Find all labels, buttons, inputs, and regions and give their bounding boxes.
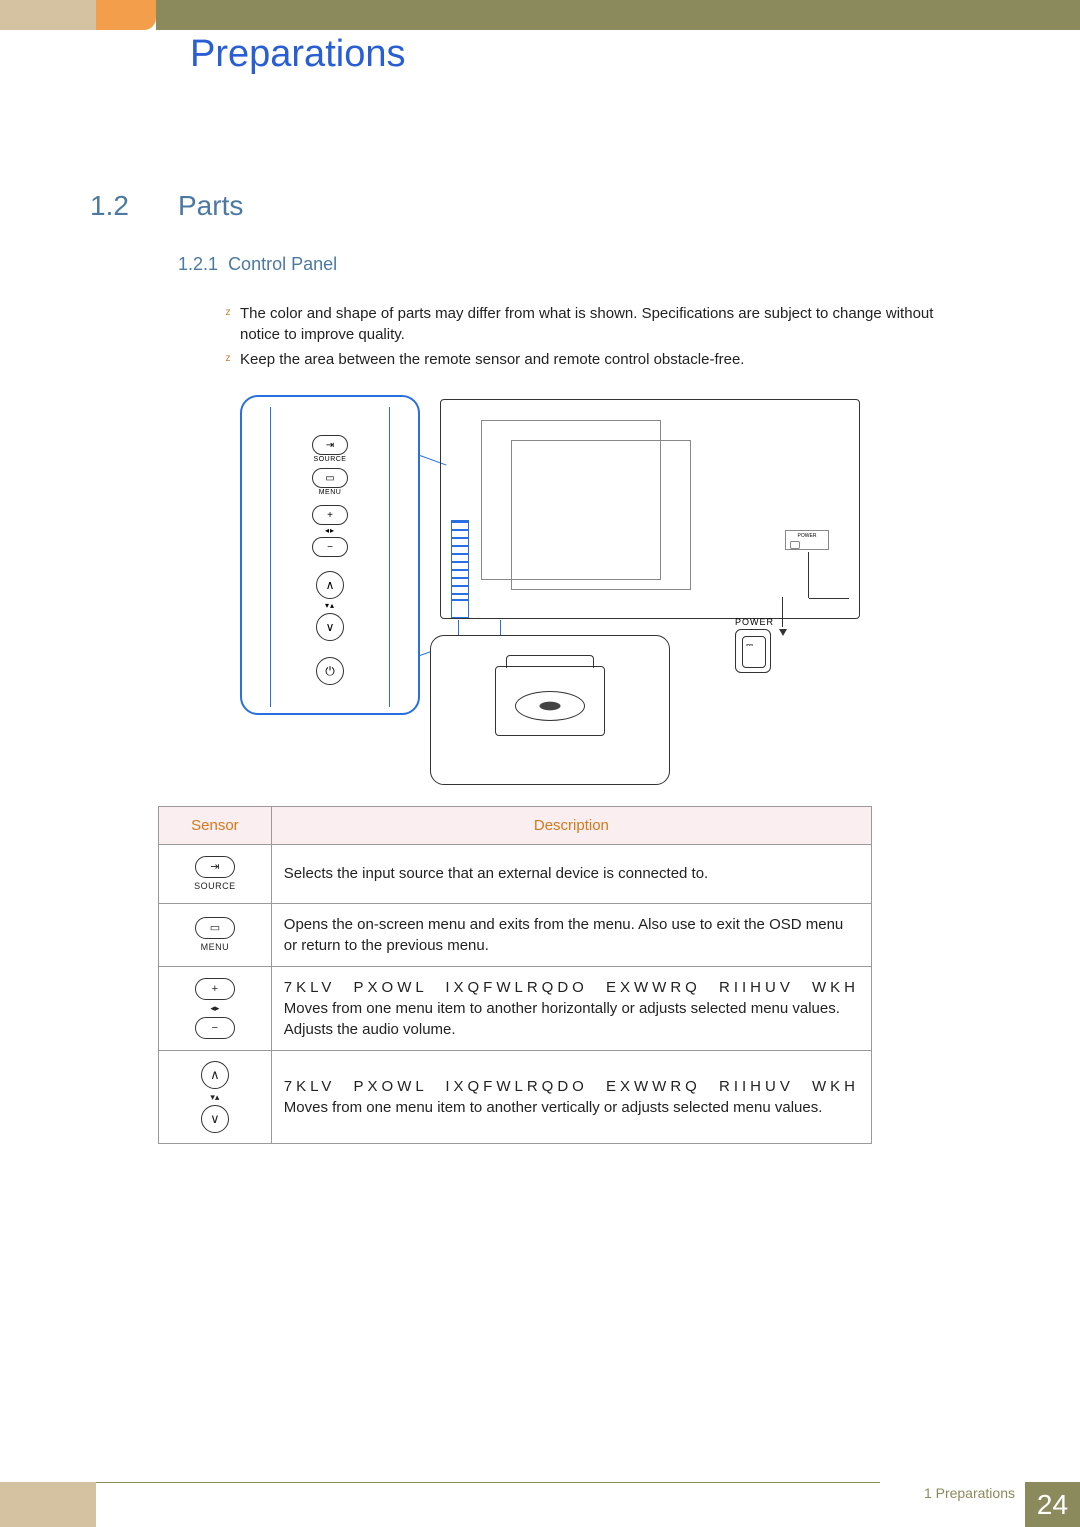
table-row: ∧ ▾▴ ∨ 7KLV PXOWL IXQFWLRQDO EXWWRQ RIIH… (159, 1050, 872, 1144)
arrow-shaft (782, 597, 783, 627)
subsection-title: Control Panel (228, 254, 337, 274)
plus-button-icon: + (312, 505, 348, 525)
source-label: SOURCE (314, 456, 347, 463)
menu-button-icon: ▭ (195, 917, 235, 939)
plus-button-icon: + (195, 978, 235, 1000)
table-row: ▭ MENU Opens the on-screen menu and exit… (159, 903, 872, 966)
arrow-shaft (809, 598, 849, 599)
device-connector-strip (451, 520, 469, 600)
col-sensor: Sensor (159, 807, 272, 845)
up-button-icon: ∧ (201, 1061, 229, 1089)
source-label: SOURCE (171, 880, 259, 893)
sensor-cell: ▭ MENU (159, 903, 272, 966)
menu-label: MENU (171, 941, 259, 954)
control-panel-diagram: ⇥ SOURCE ▭ MENU + ◂▸ − ∧ ▾▴ ∨ ⏻ POWER (240, 395, 870, 790)
device-rear-view: POWER (440, 399, 860, 619)
minus-button-icon: − (312, 537, 348, 557)
arrow-shaft (808, 552, 809, 598)
power-plug-callout: POWER (735, 617, 774, 673)
desc-cell: 7KLV PXOWL IXQFWLRQDO EXWWRQ RIIHUV WKH … (271, 966, 871, 1050)
top-bar (156, 0, 1080, 30)
garbled-text: 7KLV PXOWL IXQFWLRQDO EXWWRQ RIIHUV WKH (284, 977, 859, 998)
footer-tan-block (0, 1482, 96, 1527)
note-text-2: Keep the area between the remote sensor … (240, 349, 970, 370)
garbled-text: 7KLV PXOWL IXQFWLRQDO EXWWRQ RIIHUV WKH (284, 1076, 859, 1097)
subsection-number: 1.2.1 (178, 254, 218, 274)
desc-cell: Opens the on-screen menu and exits from … (271, 903, 871, 966)
col-description: Description (271, 807, 871, 845)
menu-label: MENU (319, 489, 342, 496)
menu-button-icon: ▭ (312, 468, 348, 488)
power-plug-icon (735, 629, 771, 673)
button-panel-inner: ⇥ SOURCE ▭ MENU + ◂▸ − ∧ ▾▴ ∨ ⏻ (270, 407, 390, 707)
page-footer: 1 Preparations 24 (0, 1482, 1080, 1527)
table-row: + ◂▸ − 7KLV PXOWL IXQFWLRQDO EXWWRQ RIIH… (159, 966, 872, 1050)
section-title: Parts (178, 190, 243, 222)
up-button-icon: ∧ (316, 571, 344, 599)
chapter-tab (96, 0, 156, 30)
desc-text: Moves from one menu item to another hori… (284, 998, 859, 1040)
lr-arrows-icon: ◂▸ (325, 526, 335, 535)
remote-sensor-callout (430, 635, 670, 785)
note-text-1: The color and shape of parts may differ … (240, 303, 970, 345)
subsection: 1.2.1 Control Panel (178, 254, 337, 275)
sensor-cell: ∧ ▾▴ ∨ (159, 1050, 272, 1144)
margin-tan-block (0, 0, 96, 30)
table-row: ⇥ SOURCE Selects the input source that a… (159, 845, 872, 904)
section-number: 1.2 (90, 190, 129, 222)
sensor-cell: + ◂▸ − (159, 966, 272, 1050)
desc-cell: 7KLV PXOWL IXQFWLRQDO EXWWRQ RIIHUV WKH … (271, 1050, 871, 1144)
power-button-icon: ⏻ (316, 657, 344, 685)
power-label: POWER (735, 617, 774, 627)
note-bullet-icon: z (222, 353, 234, 365)
footer-chapter-ref: 1 Preparations (924, 1485, 1015, 1501)
device-power-port: POWER (785, 530, 829, 550)
page: Preparations 1.2 Parts 1.2.1 Control Pan… (0, 0, 1080, 1527)
note-bullet-icon: z (222, 307, 234, 319)
sensor-lens-icon (515, 691, 585, 721)
ud-arrows-icon: ▾▴ (171, 1091, 259, 1104)
button-panel-outline: ⇥ SOURCE ▭ MENU + ◂▸ − ∧ ▾▴ ∨ ⏻ (240, 395, 420, 715)
source-button-icon: ⇥ (312, 435, 348, 455)
table-header-row: Sensor Description (159, 807, 872, 845)
sensor-description-table: Sensor Description ⇥ SOURCE Selects the … (158, 806, 872, 1144)
footer-rule (96, 1482, 880, 1483)
down-button-icon: ∨ (316, 613, 344, 641)
ud-arrows-icon: ▾▴ (325, 601, 335, 610)
minus-button-icon: − (195, 1017, 235, 1039)
sensor-cell: ⇥ SOURCE (159, 845, 272, 904)
chapter-title: Preparations (190, 33, 405, 76)
lr-arrows-icon: ◂▸ (171, 1002, 259, 1015)
desc-text: Moves from one menu item to another vert… (284, 1097, 859, 1118)
device-panel (511, 440, 691, 590)
page-number: 24 (1025, 1482, 1080, 1527)
arrow-down-icon (779, 629, 787, 636)
desc-cell: Selects the input source that an externa… (271, 845, 871, 904)
source-button-icon: ⇥ (195, 856, 235, 878)
device-connector (451, 600, 469, 618)
down-button-icon: ∨ (201, 1105, 229, 1133)
